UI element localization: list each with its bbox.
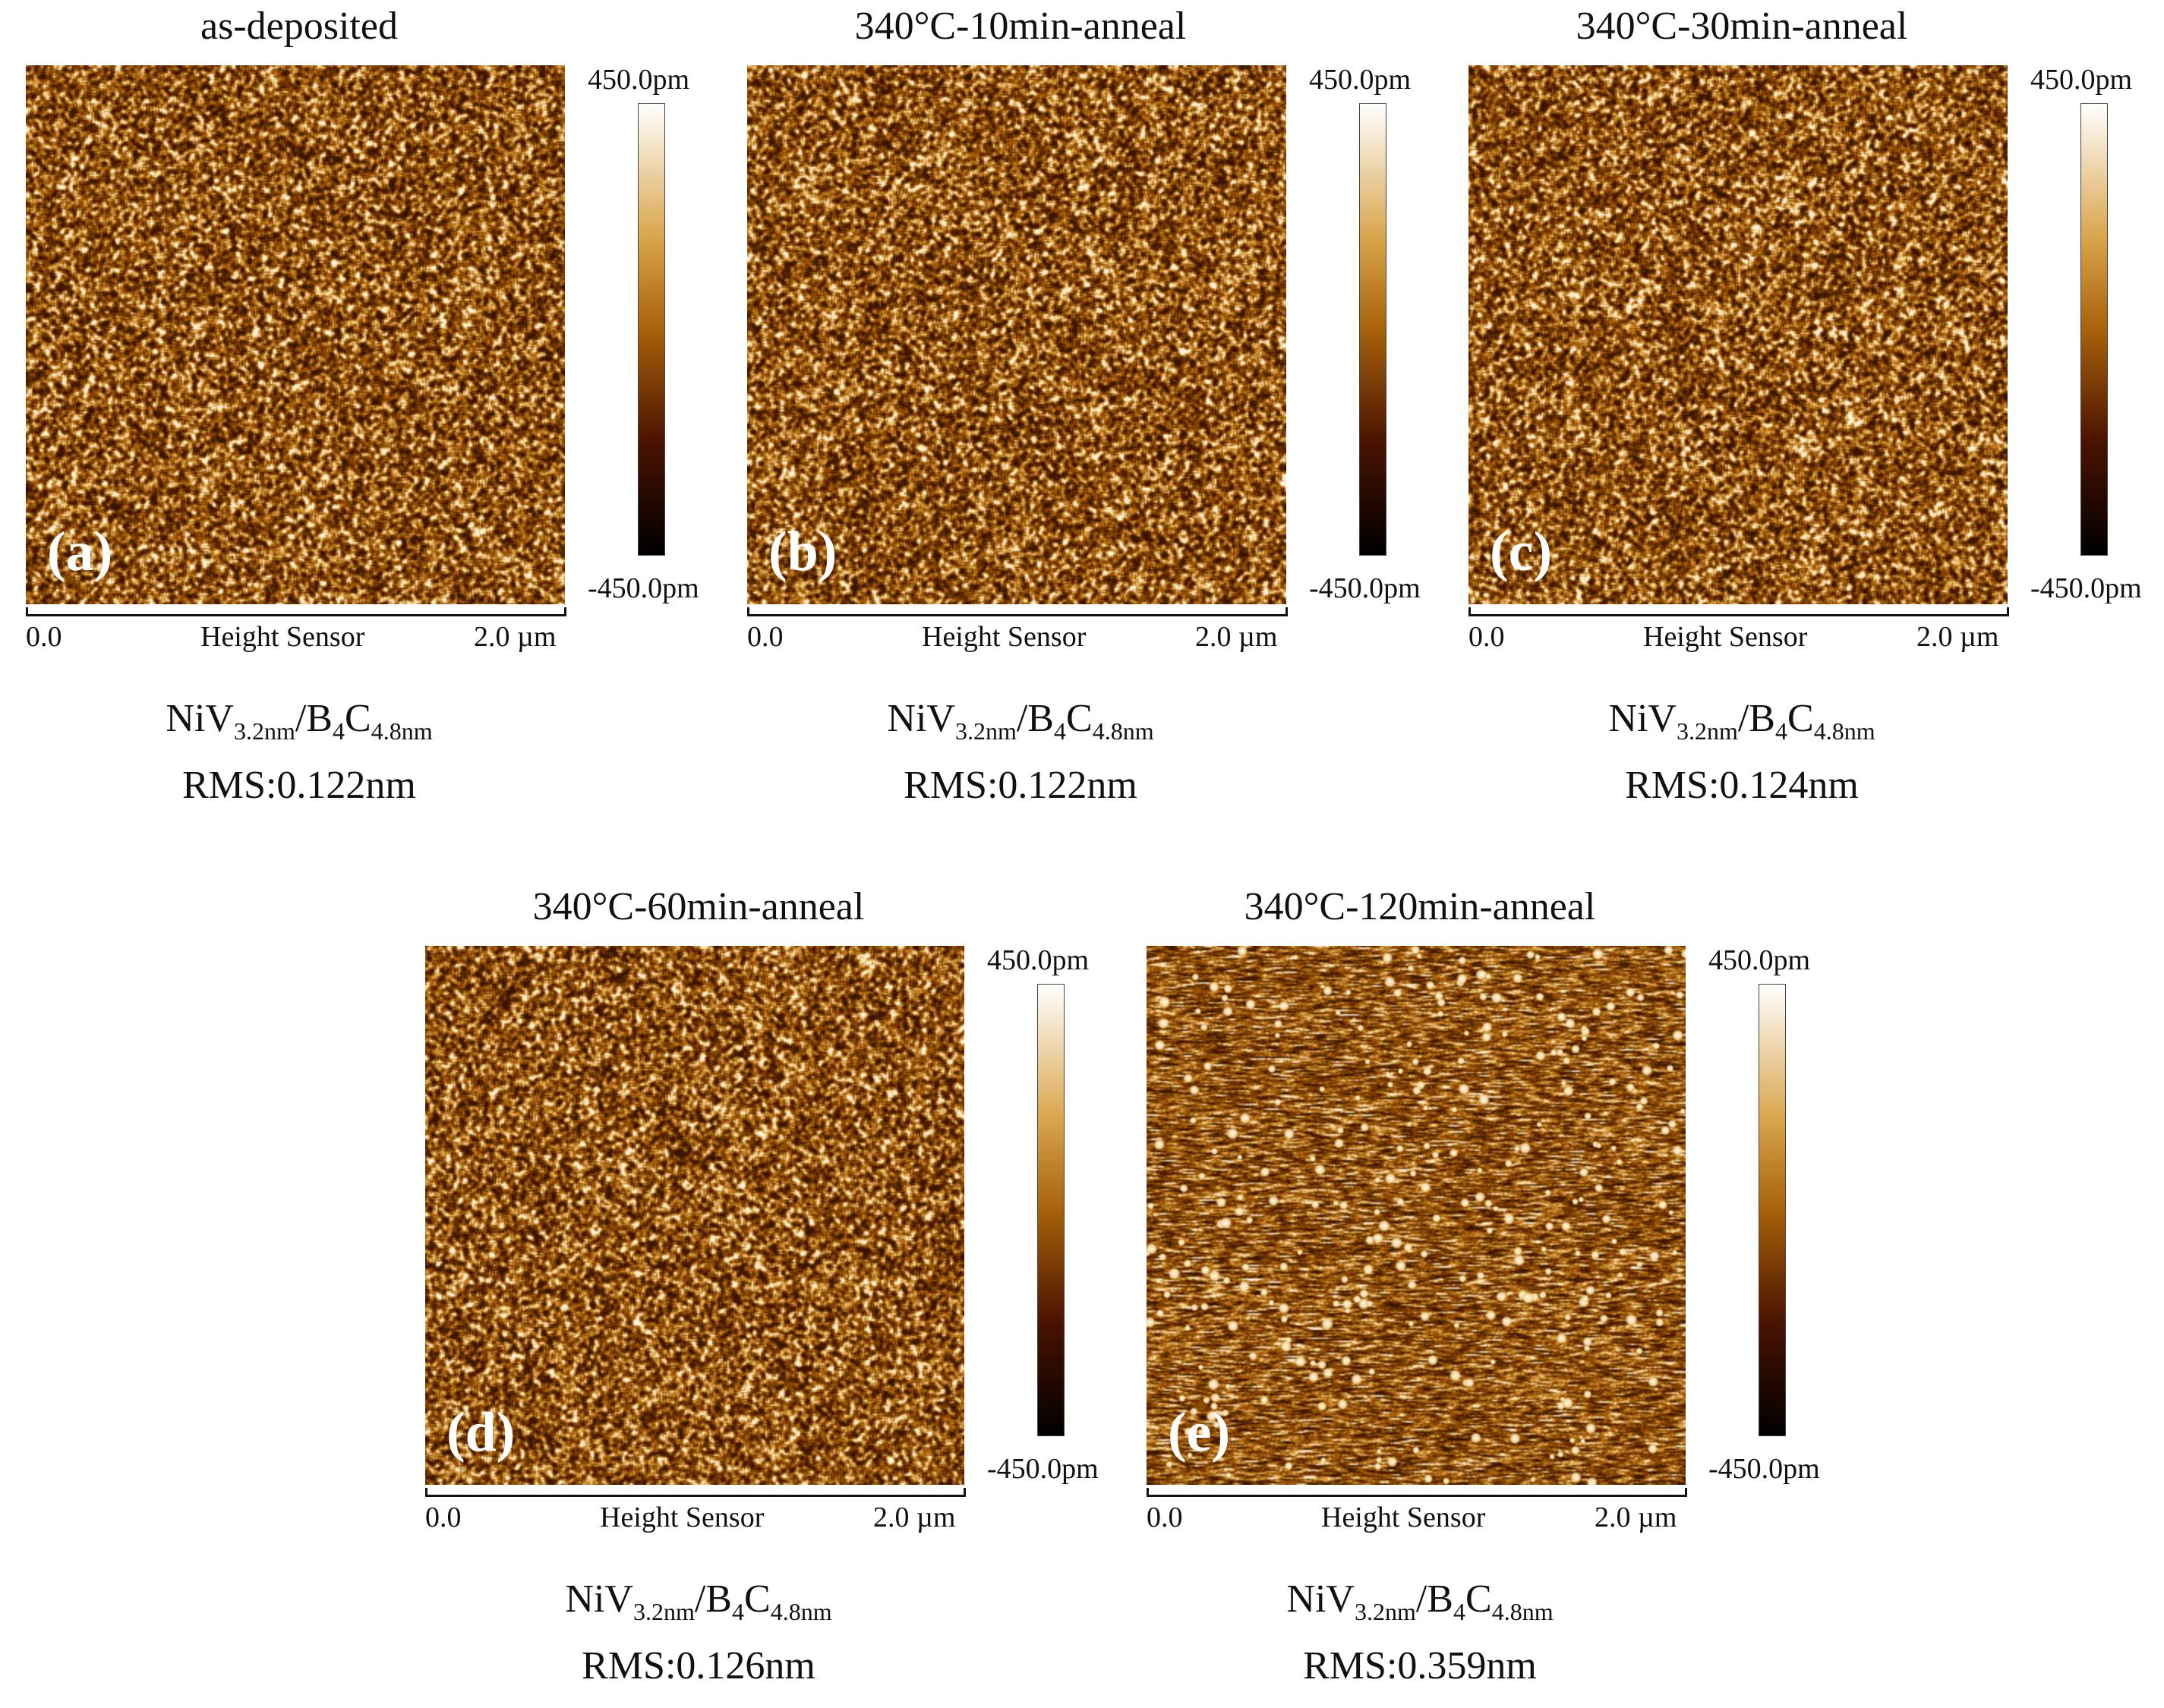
panel-title: 340°C-10min-anneal — [854, 5, 1187, 48]
colorbar-max-label: 450.0pm — [1309, 64, 1412, 96]
panel-title: 340°C-120min-anneal — [1244, 885, 1596, 928]
afm-panel-a: as-deposited (a) 450.0pm -450.0pm 0.0 He… — [26, 0, 755, 827]
panel-label: (b) — [768, 521, 838, 583]
afm-height-map — [26, 65, 565, 604]
colorbar-min-label: -450.0pm — [2030, 572, 2142, 604]
panel-label: (a) — [47, 521, 113, 583]
scale-bar — [26, 607, 566, 616]
scale-end-label: 2.0 µm — [1195, 621, 1278, 653]
height-colorbar — [1759, 984, 1786, 1436]
scale-end-label: 2.0 µm — [873, 1502, 956, 1533]
sample-formula: NiV3.2nm/B4C4.8nm — [1286, 1577, 1554, 1626]
colorbar-min-label: -450.0pm — [588, 572, 699, 604]
colorbar-min-label: -450.0pm — [1708, 1453, 1820, 1485]
sample-formula: NiV3.2nm/B4C4.8nm — [887, 697, 1154, 745]
colorbar-min-label: -450.0pm — [987, 1453, 1099, 1485]
colorbar-max-label: 450.0pm — [2030, 64, 2133, 96]
panel-title: 340°C-60min-anneal — [532, 885, 865, 928]
rms-value: RMS:0.126nm — [582, 1644, 815, 1688]
afm-panel-b: 340°C-10min-anneal (b) 450.0pm -450.0pm … — [747, 0, 1476, 827]
colorbar-max-label: 450.0pm — [987, 944, 1090, 976]
scale-end-label: 2.0 µm — [1916, 621, 1999, 653]
panel-label: (e) — [1168, 1401, 1231, 1464]
afm-panel-e: 340°C-120min-anneal (e) 450.0pm -450.0pm… — [1147, 881, 1875, 1708]
afm-height-map — [747, 65, 1286, 604]
sample-formula: NiV3.2nm/B4C4.8nm — [166, 697, 433, 745]
afm-height-map — [1147, 946, 1686, 1485]
height-colorbar — [1359, 103, 1386, 556]
height-colorbar — [638, 103, 665, 556]
scale-bar — [1147, 1488, 1687, 1497]
panel-label: (d) — [446, 1401, 516, 1464]
scale-channel-label: Height Sensor — [1643, 621, 1808, 653]
scale-bar — [747, 607, 1288, 616]
height-colorbar — [1037, 984, 1065, 1436]
rms-value: RMS:0.124nm — [1625, 764, 1859, 807]
rms-value: RMS:0.122nm — [182, 764, 416, 807]
scale-end-label: 2.0 µm — [1595, 1502, 1677, 1533]
scale-channel-label: Height Sensor — [1321, 1502, 1486, 1533]
scale-start-label: 0.0 — [1147, 1502, 1183, 1533]
afm-height-map — [1468, 65, 2008, 604]
scale-start-label: 0.0 — [747, 621, 784, 653]
colorbar-max-label: 450.0pm — [1708, 944, 1811, 976]
scale-end-label: 2.0 µm — [474, 621, 557, 653]
scale-start-label: 0.0 — [425, 1502, 462, 1533]
rms-value: RMS:0.122nm — [904, 764, 1137, 807]
panel-title: as-deposited — [200, 5, 398, 48]
sample-formula: NiV3.2nm/B4C4.8nm — [1608, 697, 1875, 745]
afm-height-map — [425, 946, 964, 1485]
colorbar-min-label: -450.0pm — [1309, 572, 1421, 604]
afm-panel-c: 340°C-30min-anneal (c) 450.0pm -450.0pm … — [1468, 0, 2164, 827]
scale-channel-label: Height Sensor — [200, 621, 365, 653]
height-colorbar — [2080, 103, 2108, 556]
rms-value: RMS:0.359nm — [1303, 1644, 1537, 1688]
panel-title: 340°C-30min-anneal — [1576, 5, 1908, 48]
colorbar-max-label: 450.0pm — [588, 64, 690, 96]
panel-label: (c) — [1490, 521, 1553, 583]
scale-bar — [1468, 607, 2009, 616]
sample-formula: NiV3.2nm/B4C4.8nm — [565, 1577, 832, 1626]
afm-panel-d: 340°C-60min-anneal (d) 450.0pm -450.0pm … — [425, 881, 1154, 1708]
scale-start-label: 0.0 — [1468, 621, 1505, 653]
scale-start-label: 0.0 — [26, 621, 62, 653]
scale-channel-label: Height Sensor — [600, 1502, 765, 1533]
scale-bar — [425, 1488, 966, 1497]
scale-channel-label: Height Sensor — [922, 621, 1087, 653]
